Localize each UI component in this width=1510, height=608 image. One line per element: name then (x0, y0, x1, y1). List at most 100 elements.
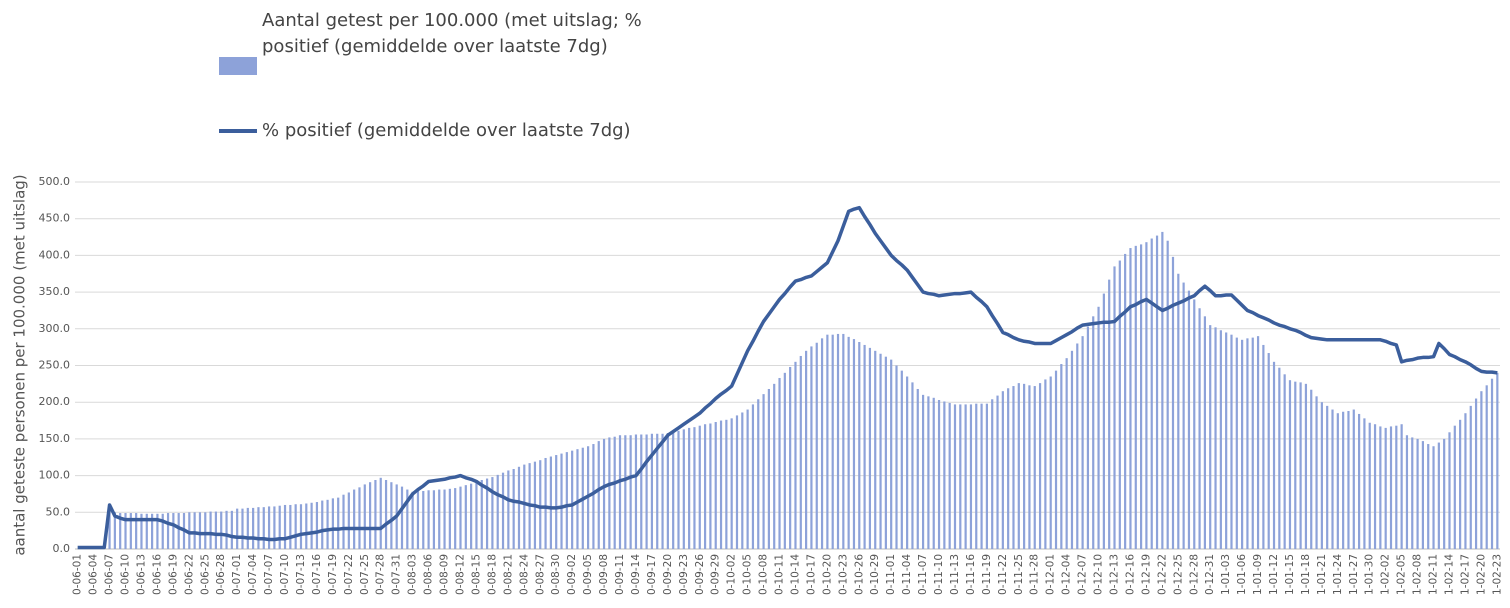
bar (741, 412, 744, 549)
y-tick-label: 500.0 (39, 175, 71, 188)
bar (1038, 383, 1042, 549)
x-tick-label: 0-08-24 (518, 554, 530, 595)
y-tick-label: 450.0 (39, 212, 71, 225)
bar (278, 505, 281, 549)
bar (1241, 339, 1244, 549)
bar (948, 402, 951, 549)
bar (1219, 330, 1222, 549)
bar (1166, 240, 1169, 549)
x-tick-label: 0-12-07 (1077, 554, 1089, 595)
bar (384, 480, 388, 549)
x-tick-label: 0-10-14 (789, 554, 801, 595)
bar (1432, 446, 1435, 549)
bar (257, 507, 260, 549)
x-tick-label: 1-02-14 (1443, 554, 1455, 595)
x-tick-label: 0-06-19 (167, 554, 179, 595)
bar (629, 435, 632, 549)
bar (1054, 370, 1058, 549)
x-tick-label: 0-10-02 (726, 554, 738, 595)
bar (464, 485, 467, 549)
bar (305, 503, 308, 549)
bar (1411, 437, 1414, 549)
bar (826, 334, 829, 549)
x-tick-label: 0-11-22 (997, 554, 1009, 595)
x-tick-label: 0-10-17 (805, 554, 817, 595)
x-tick-label: 0-09-11 (614, 554, 626, 595)
bar (906, 376, 909, 549)
bar (406, 489, 409, 549)
bar (900, 370, 903, 549)
bar (714, 422, 717, 549)
bar (815, 342, 818, 549)
bar (1405, 435, 1409, 549)
bar (698, 425, 701, 549)
bar (1326, 405, 1329, 549)
bar (1448, 432, 1451, 549)
bar (326, 499, 329, 549)
bar (140, 513, 143, 549)
x-tick-label: 0-12-01 (1045, 554, 1057, 595)
x-tick-label: 0-12-10 (1093, 554, 1105, 595)
bar (1278, 367, 1281, 549)
bar (858, 342, 861, 549)
bar (475, 482, 478, 549)
bar (911, 382, 914, 549)
bar (246, 507, 249, 549)
x-tick-label: 0-08-18 (486, 554, 498, 595)
x-tick-label: 0-08-12 (454, 554, 466, 595)
bar (156, 513, 159, 549)
x-tick-label: 0-10-05 (742, 554, 754, 595)
x-tick-label: 0-12-04 (1061, 554, 1073, 595)
bar (1214, 327, 1217, 549)
bar (161, 513, 164, 549)
bar (283, 504, 287, 549)
x-tick-label: 0-09-14 (630, 554, 642, 595)
bar (661, 433, 664, 549)
bar (1118, 260, 1121, 549)
x-tick-label: 0-10-26 (853, 554, 865, 595)
x-tick-label: 0-10-11 (774, 554, 786, 595)
bar (1209, 325, 1212, 549)
x-tick-label: 0-08-03 (407, 554, 419, 595)
bar (1416, 438, 1419, 549)
bar (172, 513, 175, 549)
bar (1267, 353, 1270, 549)
bar (1288, 380, 1292, 549)
x-tick-label: 0-06-07 (104, 554, 116, 595)
bar (262, 507, 265, 549)
x-tick-label: 1-02-08 (1412, 554, 1424, 595)
bar (544, 457, 547, 549)
bar (209, 511, 212, 549)
bar (214, 511, 218, 549)
bar (1485, 385, 1488, 549)
x-tick-label: 0-12-28 (1188, 554, 1200, 595)
x-tick-label: 1-01-03 (1220, 554, 1232, 595)
bar (342, 494, 345, 549)
bar (1283, 374, 1286, 549)
bar (539, 460, 542, 549)
bar (337, 497, 340, 549)
bar (1044, 379, 1047, 549)
bar (1464, 413, 1467, 549)
bar (432, 490, 436, 549)
bar (624, 435, 627, 549)
bar (890, 359, 893, 549)
bar (512, 468, 515, 549)
bar (1108, 279, 1111, 549)
bar (1102, 293, 1105, 549)
bar (1459, 419, 1462, 549)
bar (810, 346, 813, 549)
bar (374, 480, 377, 549)
bar (501, 472, 505, 549)
bar (847, 336, 850, 549)
x-tick-label: 1-01-21 (1316, 554, 1328, 595)
bar (438, 489, 441, 549)
bar (608, 437, 611, 549)
bar (672, 431, 675, 549)
bar (975, 403, 978, 549)
x-tick-label: 0-08-09 (439, 554, 451, 595)
bar (735, 415, 739, 549)
x-tick-label: 0-10-20 (821, 554, 833, 595)
bar (1193, 299, 1196, 549)
